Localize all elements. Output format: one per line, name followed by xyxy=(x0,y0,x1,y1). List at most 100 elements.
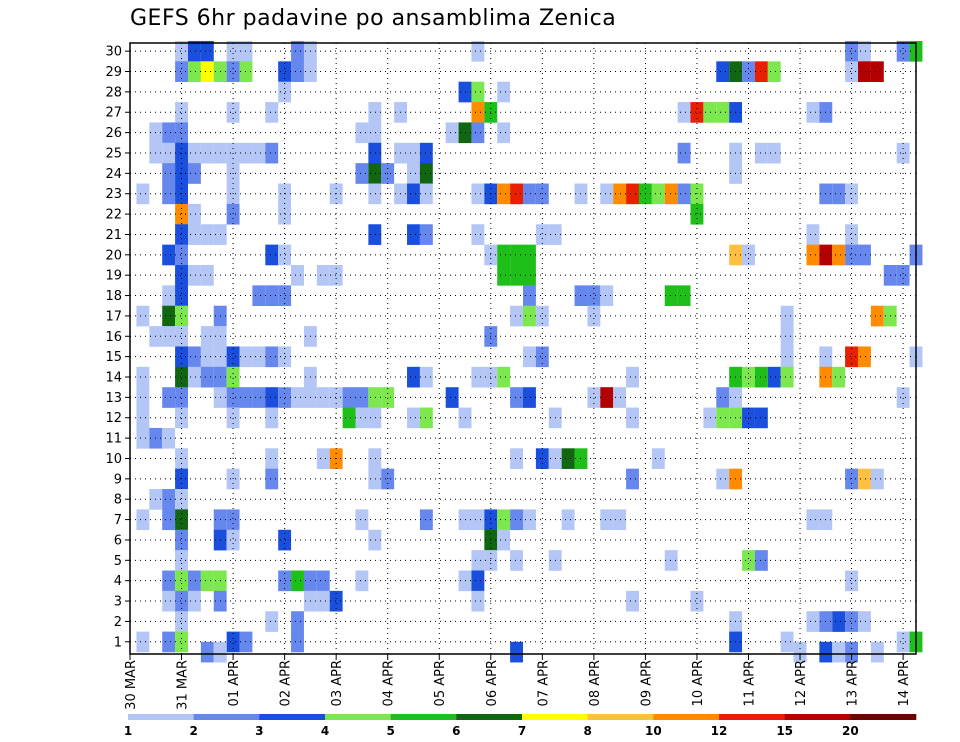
heatmap-cell xyxy=(316,448,330,469)
heatmap-cell xyxy=(265,142,279,164)
heatmap-cell xyxy=(265,102,279,123)
heatmap-cell xyxy=(136,305,150,327)
heatmap-cell xyxy=(187,142,201,164)
heatmap-cell xyxy=(497,81,511,103)
grid-lines xyxy=(130,43,916,654)
heatmap-cell xyxy=(664,183,678,205)
heatmap-cell xyxy=(471,570,485,592)
heatmap-cell xyxy=(265,387,279,408)
heatmap-cell xyxy=(664,285,678,307)
heatmap-cell xyxy=(471,81,485,103)
y-tick-label: 19 xyxy=(105,269,122,284)
y-tick-label: 27 xyxy=(105,106,122,121)
heatmap-cell xyxy=(162,285,176,307)
heatmap-cell xyxy=(175,305,188,327)
heatmap-cell xyxy=(265,346,279,368)
heatmap-cell xyxy=(162,305,176,327)
heatmap-cell xyxy=(407,183,420,205)
heatmap-cell xyxy=(175,285,188,307)
heatmap-cell xyxy=(806,102,820,123)
colorbar-label: 7 xyxy=(518,724,526,738)
heatmap-cell xyxy=(278,61,292,82)
heatmap-cell xyxy=(626,590,639,612)
heatmap-cell xyxy=(626,366,639,388)
heatmap-cell xyxy=(535,305,549,327)
heatmap-cell xyxy=(626,468,639,490)
heatmap-cell xyxy=(716,468,730,490)
heatmap-cell xyxy=(355,122,369,144)
heatmap-cell xyxy=(162,122,176,144)
heatmap-cell xyxy=(510,183,523,205)
heatmap-cell xyxy=(523,244,536,266)
heatmap-cell xyxy=(754,407,768,429)
heatmap-cell xyxy=(780,326,794,347)
heatmap-cell xyxy=(316,570,330,592)
heatmap-cell xyxy=(355,509,369,531)
heatmap-cell xyxy=(742,366,755,388)
heatmap-cell xyxy=(187,40,201,62)
heatmap-cell xyxy=(677,142,691,164)
heatmap-cell xyxy=(767,366,781,388)
heatmap-cell xyxy=(175,265,188,286)
y-tick-label: 14 xyxy=(105,371,122,386)
heatmap-cell xyxy=(535,224,549,245)
heatmap-cell xyxy=(175,244,188,266)
heatmap-cell xyxy=(226,387,240,408)
colorbar-label: 4 xyxy=(321,724,329,738)
y-tick-label: 29 xyxy=(105,65,122,80)
heatmap-cell xyxy=(368,529,382,551)
heatmap-cell xyxy=(355,163,369,184)
heatmap-cell xyxy=(600,285,614,307)
heatmap-cell xyxy=(368,407,382,429)
heatmap-cell xyxy=(845,611,859,632)
heatmap-cell xyxy=(690,203,704,225)
heatmap-cell xyxy=(716,61,730,82)
heatmap-cell xyxy=(200,346,214,368)
colorbar-swatch xyxy=(390,714,457,720)
x-tick-label: 08 APR xyxy=(588,660,603,706)
heatmap-cell xyxy=(651,448,665,469)
heatmap-cell xyxy=(780,631,794,653)
heatmap-cell xyxy=(162,142,176,164)
heatmap-cell xyxy=(226,529,240,551)
heatmap-cell xyxy=(407,366,420,388)
heatmap-cell xyxy=(291,40,304,62)
heatmap-cell xyxy=(213,641,227,663)
heatmap-cell xyxy=(832,611,846,632)
heatmap-cell xyxy=(471,550,485,571)
heatmap-cell xyxy=(419,142,433,164)
heatmap-cell xyxy=(175,346,188,368)
heatmap-cell xyxy=(162,244,176,266)
colorbar-swatch xyxy=(325,714,391,720)
y-tick-label: 18 xyxy=(105,289,122,304)
heatmap-cell xyxy=(175,631,188,653)
heatmap-cell xyxy=(510,265,523,286)
heatmap-cell xyxy=(716,387,730,408)
heatmap-cell xyxy=(870,641,884,663)
heatmap-cell xyxy=(806,244,820,266)
colorbar-swatch xyxy=(522,714,588,720)
heatmap-cell xyxy=(187,570,201,592)
heatmap-cell xyxy=(471,40,485,62)
heatmap-cell xyxy=(600,509,614,531)
heatmap-cell xyxy=(278,570,292,592)
heatmap-cell xyxy=(265,611,279,632)
heatmap-cell xyxy=(716,407,730,429)
heatmap-cell xyxy=(187,224,201,245)
heatmap-cell xyxy=(175,407,188,429)
colorbar-label: 10 xyxy=(645,724,662,738)
heatmap-cell xyxy=(407,224,420,245)
chart-title: GEFS 6hr padavine po ansamblima Zenica xyxy=(130,6,617,31)
plot-frame xyxy=(129,42,917,655)
y-tick-label: 22 xyxy=(105,208,122,223)
heatmap-cell xyxy=(626,183,639,205)
colorbar-swatch xyxy=(587,714,654,720)
x-tick-label: 07 APR xyxy=(536,660,551,706)
heatmap-cell xyxy=(187,346,201,368)
heatmap-cell xyxy=(226,203,240,225)
heatmap-cell xyxy=(200,142,214,164)
heatmap-cell xyxy=(187,203,201,225)
colorbar-label: 12 xyxy=(711,724,728,738)
heatmap-cell xyxy=(845,641,859,663)
heatmap-cell xyxy=(278,244,292,266)
